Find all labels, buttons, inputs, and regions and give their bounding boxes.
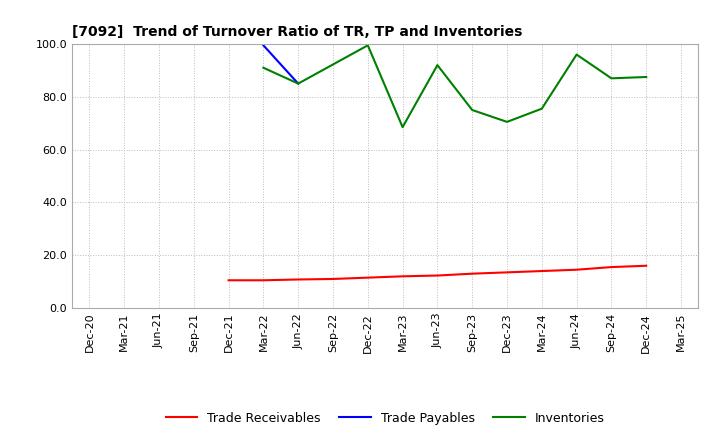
Trade Receivables [607, 264, 616, 270]
Trade Receivables [642, 263, 651, 268]
Trade Receivables [364, 275, 372, 280]
Trade Payables [259, 43, 268, 48]
Trade Receivables [225, 278, 233, 283]
Inventories [294, 81, 302, 86]
Inventories [572, 52, 581, 57]
Inventories [642, 74, 651, 80]
Inventories [364, 43, 372, 48]
Trade Receivables [328, 276, 337, 282]
Trade Receivables [503, 270, 511, 275]
Inventories [607, 76, 616, 81]
Trade Receivables [398, 274, 407, 279]
Inventories [259, 65, 268, 70]
Inventories [468, 107, 477, 113]
Trade Receivables [572, 267, 581, 272]
Trade Receivables [294, 277, 302, 282]
Inventories [503, 119, 511, 125]
Line: Trade Payables: Trade Payables [264, 45, 298, 84]
Trade Receivables [468, 271, 477, 276]
Trade Receivables [433, 273, 442, 278]
Line: Trade Receivables: Trade Receivables [229, 266, 647, 280]
Inventories [433, 62, 442, 68]
Trade Payables [294, 81, 302, 86]
Text: [7092]  Trend of Turnover Ratio of TR, TP and Inventories: [7092] Trend of Turnover Ratio of TR, TP… [72, 25, 523, 39]
Legend: Trade Receivables, Trade Payables, Inventories: Trade Receivables, Trade Payables, Inven… [161, 407, 610, 429]
Inventories [398, 125, 407, 130]
Trade Receivables [537, 268, 546, 274]
Trade Receivables [259, 278, 268, 283]
Inventories [537, 106, 546, 111]
Line: Inventories: Inventories [264, 45, 647, 127]
